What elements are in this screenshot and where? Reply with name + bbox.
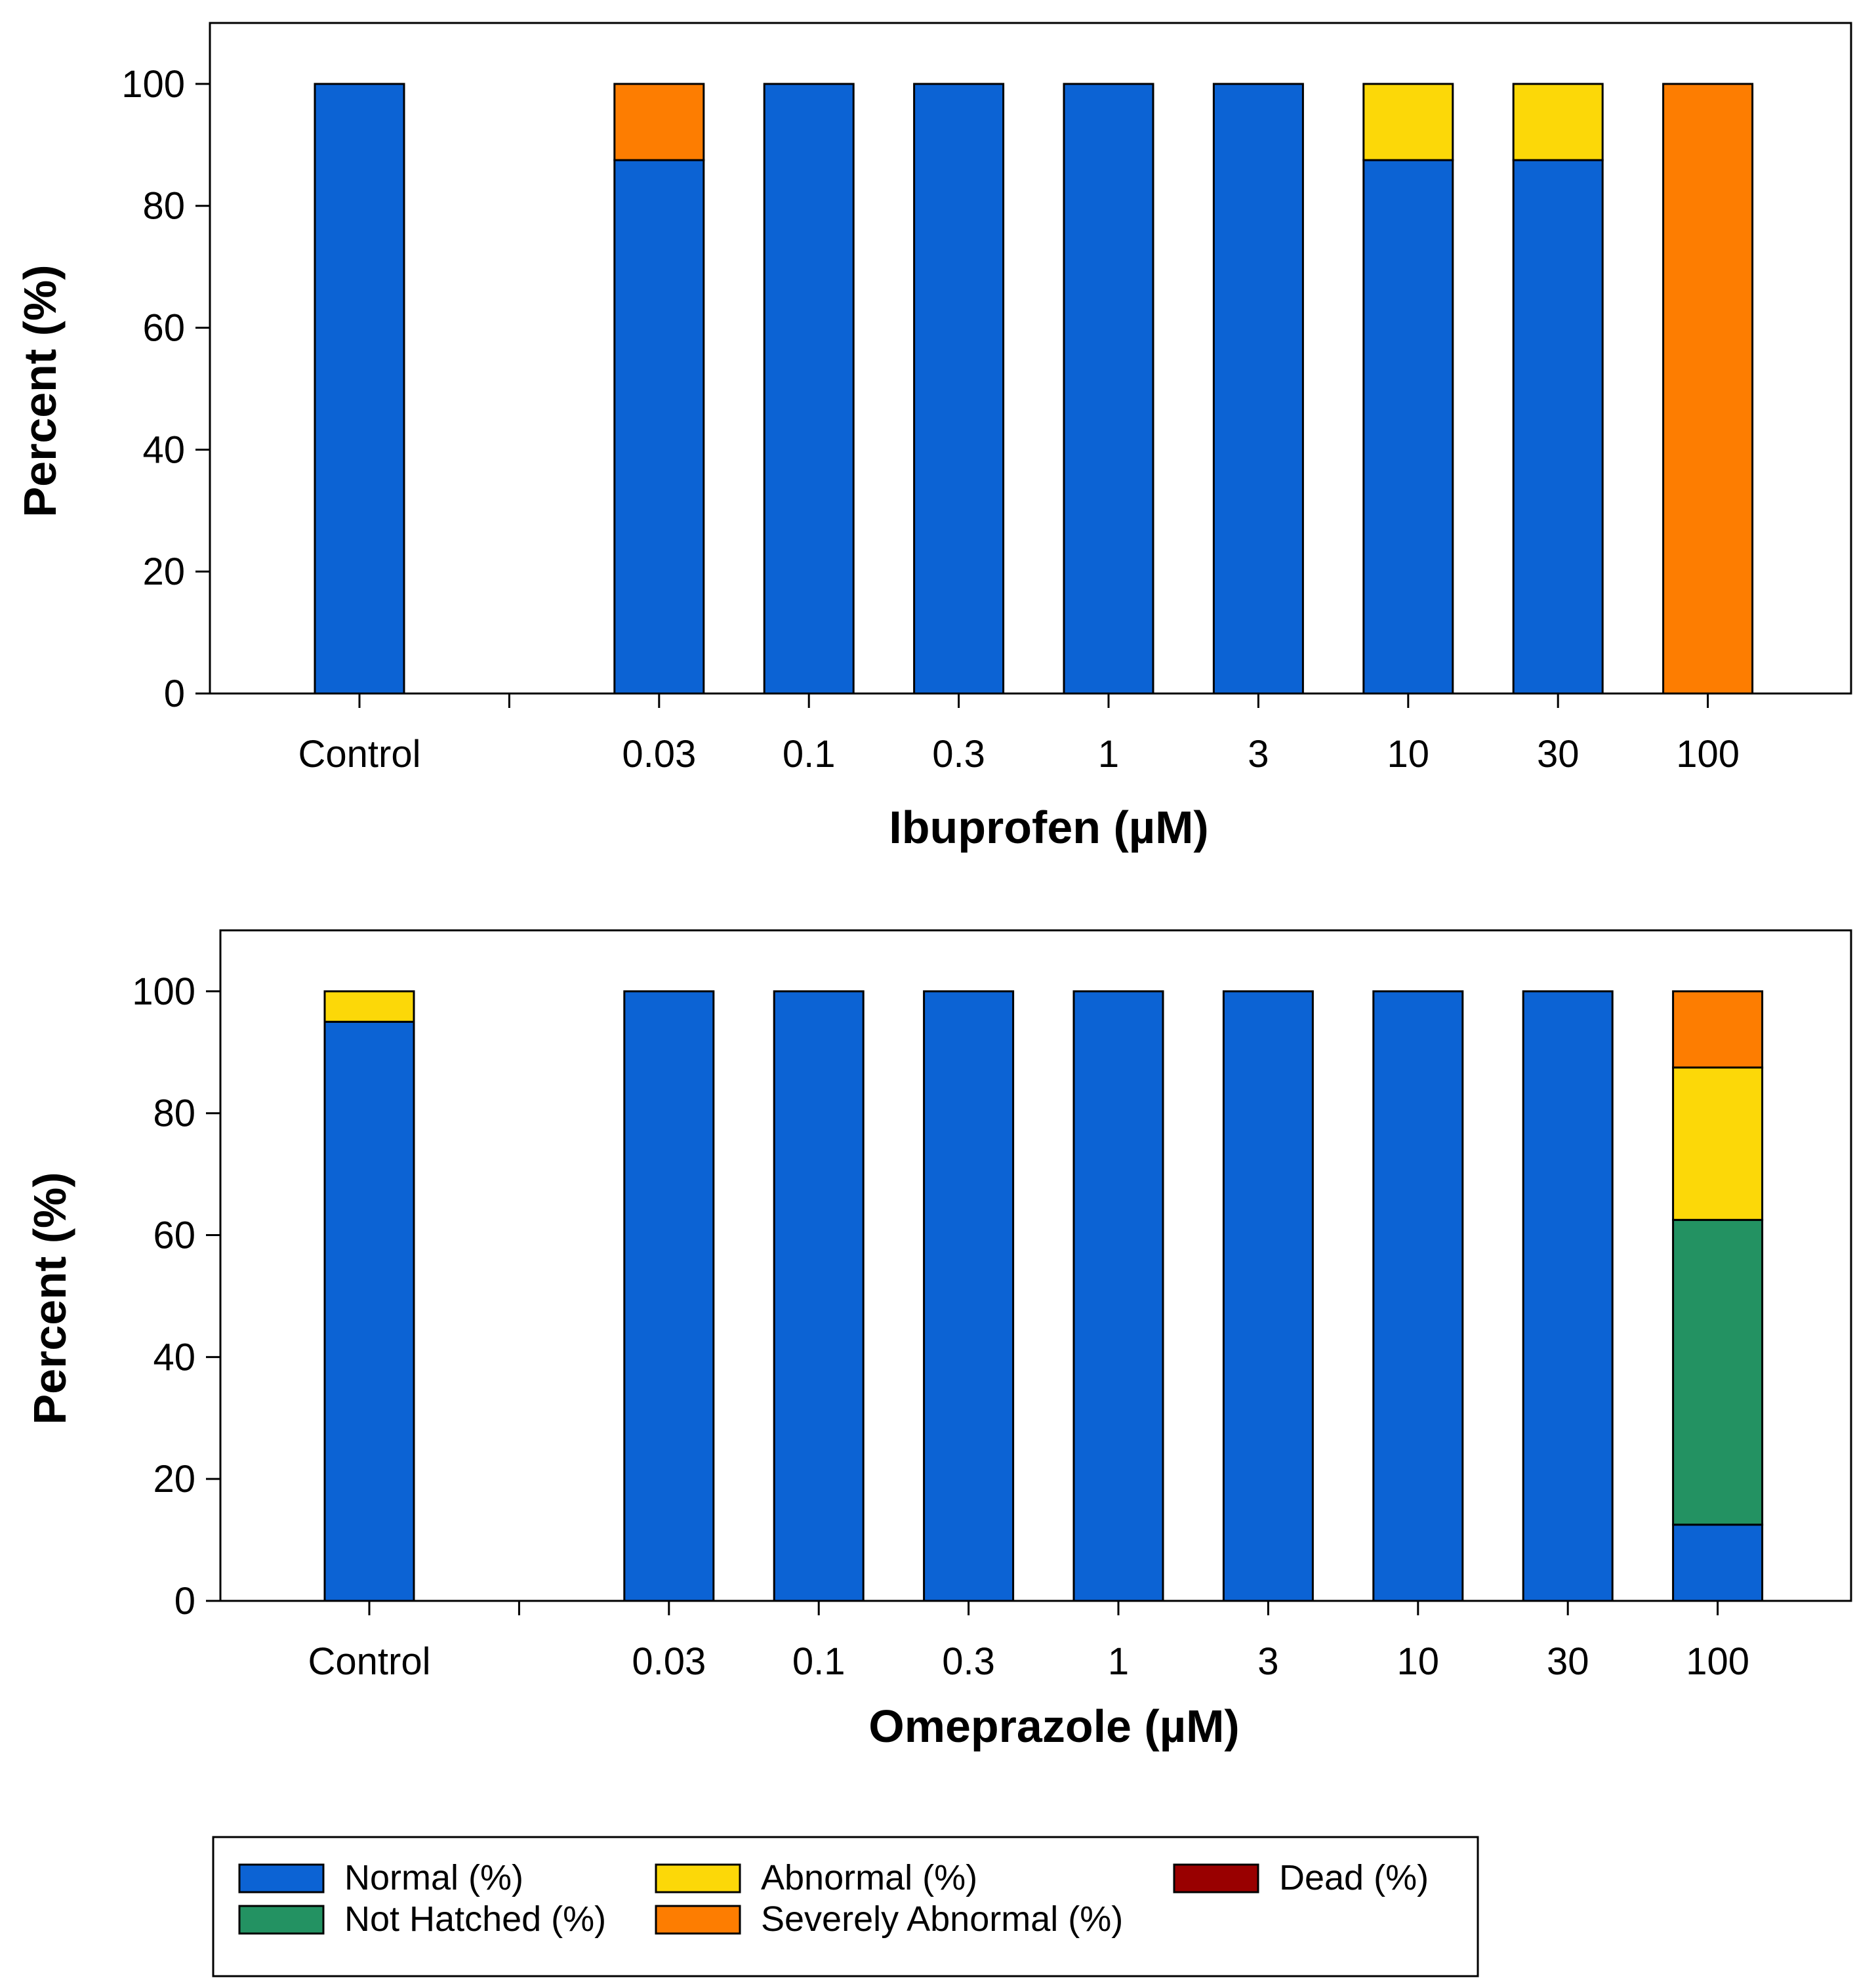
bar-severely-abnormal-100: [1662, 83, 1754, 695]
bar-normal-3: [1212, 83, 1304, 695]
y-tick-label: 20: [142, 550, 185, 593]
bar-abnormal-100: [1672, 1066, 1764, 1221]
bar-severely-abnormal-0-03: [613, 83, 705, 161]
bar-normal-10: [1362, 159, 1454, 695]
bar-normal-0-3: [923, 990, 1015, 1602]
x-tick-label-0-03: 0.03: [622, 733, 696, 776]
legend-swatch-abnormal: [655, 1863, 741, 1893]
x-tick-label-1: 1: [1108, 1640, 1129, 1683]
x-tick-label-10: 10: [1397, 1640, 1440, 1683]
bar-normal-100: [1672, 1523, 1764, 1602]
plot-frame: [219, 929, 1852, 1602]
x-tick-label-30: 30: [1547, 1640, 1589, 1683]
ibuprofen-chart: 0 20 40 60 80 100 Control 0.03 0.1 0.3 1 3 10 30 100 Ib…: [14, 22, 1852, 853]
y-tick-label: 80: [142, 185, 185, 228]
bar-normal-0-1: [763, 83, 855, 695]
legend-box: [212, 1836, 1479, 1977]
y-axis-title: Percent (%): [14, 264, 66, 517]
bar-abnormal-10: [1362, 83, 1454, 161]
x-tick-label-10: 10: [1387, 733, 1430, 776]
x-tick-label-100: 100: [1686, 1640, 1749, 1683]
y-tick-label: 60: [142, 307, 185, 350]
bar-normal-30: [1512, 159, 1604, 695]
x-tick-label-0-1: 0.1: [783, 733, 836, 776]
x-tick-label-0-1: 0.1: [792, 1640, 846, 1683]
x-tick-label-control: Control: [308, 1640, 431, 1683]
legend-label-not-hatched: Not Hatched (%): [344, 1899, 606, 1939]
x-tick-label-control: Control: [298, 733, 421, 776]
x-axis-title: Ibuprofen (µM): [889, 802, 1208, 853]
x-axis-title: Omeprazole (µM): [868, 1701, 1239, 1752]
legend-label-abnormal: Abnormal (%): [761, 1858, 977, 1897]
legend-swatch-normal: [238, 1863, 325, 1893]
bar-abnormal-30: [1512, 83, 1604, 161]
x-tick-label-3: 3: [1257, 1640, 1278, 1683]
omeprazole-chart: 0 20 40 60 80 100 Control 0.03 0.1 0.3 1 3 10 30 100 Om…: [24, 929, 1852, 1752]
y-tick-label: 80: [153, 1092, 195, 1135]
bar-normal-1: [1072, 990, 1164, 1602]
y-tick-label: 40: [142, 428, 185, 471]
bar-normal-0-3: [913, 83, 1005, 695]
plot-frame: [209, 22, 1852, 695]
bar-normal-0-1: [773, 990, 865, 1602]
y-tick-label: 20: [153, 1458, 195, 1500]
bar-normal-control: [323, 1020, 415, 1602]
y-tick-label: 100: [132, 970, 195, 1013]
legend-label-normal: Normal (%): [344, 1858, 523, 1897]
legend-swatch-severely-abnormal: [655, 1905, 741, 1935]
bar-not-hatched-100: [1672, 1218, 1764, 1526]
legend: Normal (%) Abnormal (%) Dead (%) Not Hatche…: [212, 1836, 1479, 1977]
x-tick-label-1: 1: [1098, 733, 1119, 776]
bar-normal-0-03: [623, 990, 715, 1602]
x-tick-label-0-03: 0.03: [632, 1640, 706, 1683]
legend-label-dead: Dead (%): [1279, 1858, 1429, 1897]
legend-label-severely-abnormal: Severely Abnormal (%): [761, 1899, 1123, 1939]
bar-normal-3: [1222, 990, 1314, 1602]
bar-normal-30: [1522, 990, 1614, 1602]
y-tick-label: 60: [153, 1214, 195, 1257]
y-tick-label: 0: [174, 1580, 195, 1623]
legend-swatch-dead: [1173, 1863, 1259, 1893]
y-tick-label: 40: [153, 1336, 195, 1378]
y-tick-label: 0: [164, 672, 185, 715]
x-tick-label-3: 3: [1248, 733, 1269, 776]
x-tick-label-100: 100: [1676, 733, 1740, 776]
y-axis-title: Percent (%): [24, 1172, 75, 1424]
y-tick-label: 100: [121, 63, 185, 106]
x-tick-label-0-3: 0.3: [932, 733, 985, 776]
x-tick-label-30: 30: [1537, 733, 1580, 776]
bar-abnormal-control: [323, 990, 415, 1023]
bar-normal-control: [314, 83, 405, 695]
bar-normal-1: [1063, 83, 1154, 695]
bar-normal-10: [1372, 990, 1464, 1602]
bar-normal-0-03: [613, 159, 705, 695]
x-tick-label-0-3: 0.3: [942, 1640, 995, 1683]
legend-swatch-not-hatched: [238, 1905, 325, 1935]
bar-severely-abnormal-100: [1672, 990, 1764, 1069]
